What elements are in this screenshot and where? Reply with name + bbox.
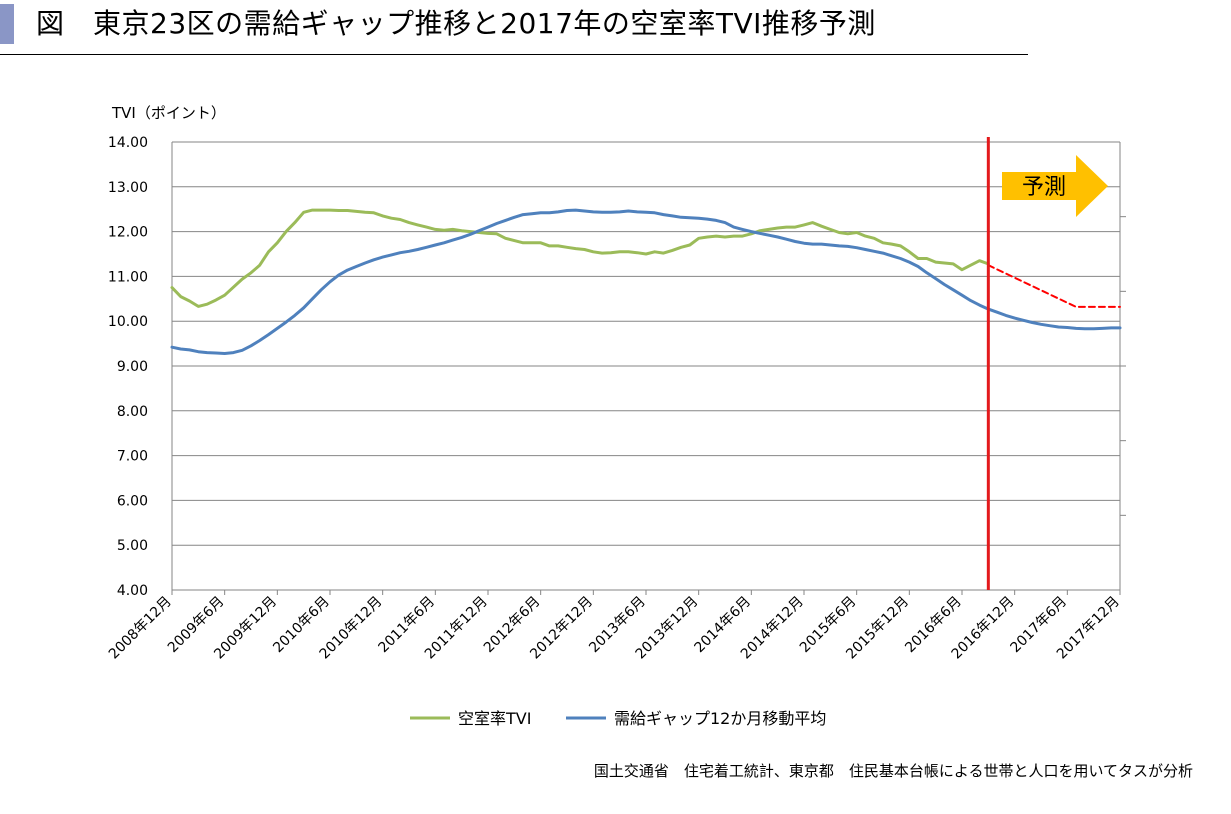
y-tick-label: 6.00 xyxy=(117,493,148,509)
series-line-forecast xyxy=(987,264,1121,308)
x-tick-label: 2008年12月 xyxy=(106,594,175,663)
gridlines xyxy=(172,141,1120,591)
y-axis-label: TVI（ポイント） xyxy=(111,104,226,122)
series-line-tvi xyxy=(170,208,990,308)
series-line-gap xyxy=(170,208,1122,355)
legend-label-gap: 需給ギャップ12か月移動平均 xyxy=(614,709,826,728)
y-tick-label: 8.00 xyxy=(117,404,148,420)
series-lines xyxy=(170,208,1122,355)
annotations: 予測 xyxy=(986,137,1108,590)
y-tick-label: 12.00 xyxy=(108,225,148,241)
forecast-label: 予測 xyxy=(1022,175,1066,200)
legend-label-tvi: 空室率TVI xyxy=(458,709,531,728)
title-accent-bar xyxy=(0,4,14,44)
y-tick-label: 11.00 xyxy=(108,269,148,285)
y-tick-label: 5.00 xyxy=(117,538,148,554)
y-tick-label: 4.00 xyxy=(117,583,148,599)
page-title: 図 東京23区の需給ギャップ推移と2017年の空室率TVI推移予測 xyxy=(36,7,876,40)
title-divider xyxy=(0,54,1028,55)
y-tick-label: 10.00 xyxy=(108,314,148,330)
legend: 空室率TVI 需給ギャップ12か月移動平均 xyxy=(410,709,826,728)
y-tick-label: 9.00 xyxy=(117,359,148,375)
y-tick-label: 14.00 xyxy=(108,135,148,151)
y-tick-label: 7.00 xyxy=(117,449,148,465)
axes: 14.00 13.00 12.00 11.00 10.00 9.00 8.00 7.00 6.0… xyxy=(106,135,1126,662)
forecast-arrow-icon xyxy=(1002,155,1108,217)
y-tick-label: 13.00 xyxy=(108,180,148,196)
source-note: 国土交通省 住宅着工統計、東京都 住民基本台帳による世帯と人口を用いてタスが分析 xyxy=(593,762,1193,780)
